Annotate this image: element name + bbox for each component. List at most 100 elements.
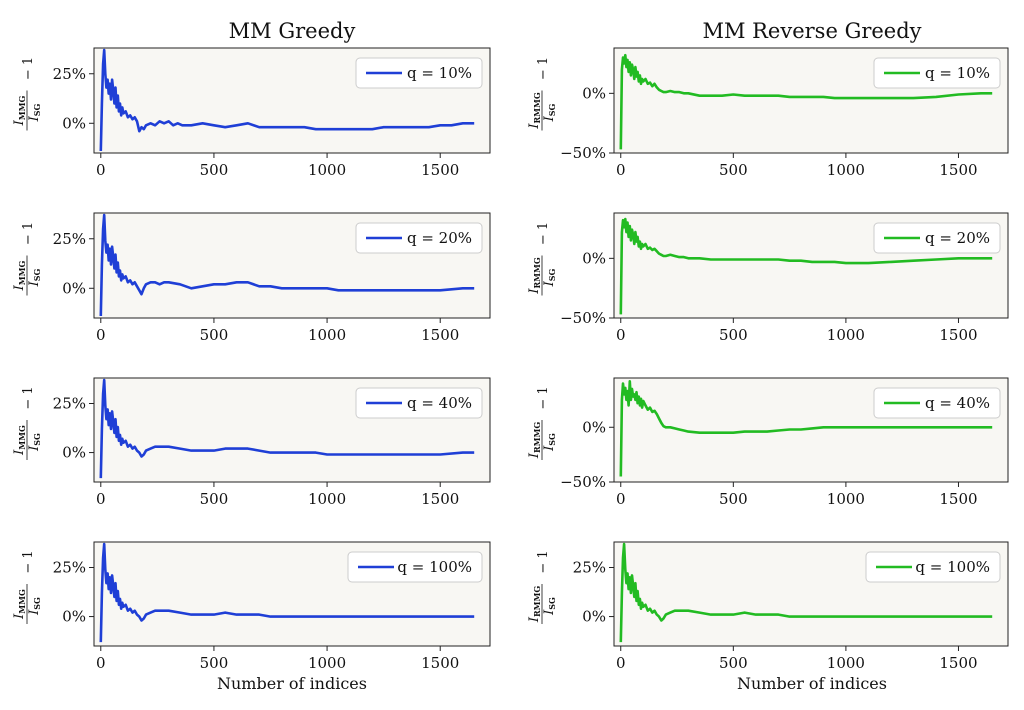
y-axis-label: IMMG ISG − 1 bbox=[12, 222, 42, 296]
y-label-numerator: IRMMG bbox=[527, 586, 542, 624]
subplot-reverse-greedy-row-2: 0 500 1000 1500 −50% 0% IRMMG ISG − 1 q = 20% bbox=[527, 212, 1009, 344]
legend-frame bbox=[873, 222, 1001, 254]
legend-frame bbox=[355, 57, 483, 89]
legend-label: q = 100% bbox=[915, 558, 990, 576]
x-tick-label: 1000 bbox=[827, 490, 865, 508]
y-axis-label: IMMG ISG − 1 bbox=[12, 57, 42, 131]
y-axis-label: IRMMG ISG − 1 bbox=[527, 550, 557, 624]
legend-frame bbox=[355, 387, 483, 419]
y-label-suffix: − 1 bbox=[536, 386, 551, 409]
series-line bbox=[99, 213, 475, 317]
legend-label: q = 40% bbox=[925, 394, 990, 412]
series-line bbox=[619, 217, 993, 315]
x-tick-label: 1500 bbox=[939, 654, 977, 672]
y-tick-label: 0% bbox=[62, 279, 86, 297]
legend: q = 20% bbox=[355, 222, 483, 254]
y-tick-label: 0% bbox=[582, 608, 606, 626]
subplot-reverse-greedy-row-4: 0 500 1000 1500 0% 25% IRMMG ISG − 1 q = 100% bbox=[527, 541, 1009, 672]
column-title-greedy: MM Greedy bbox=[229, 19, 356, 43]
legend: q = 20% bbox=[873, 222, 1001, 254]
y-label-numerator: IMMG bbox=[12, 260, 27, 291]
y-label-denominator: ISG bbox=[27, 597, 42, 616]
y-label-numerator: IMMG bbox=[12, 95, 27, 126]
y-tick-label: −50% bbox=[560, 309, 606, 327]
y-tick-label: −50% bbox=[560, 144, 606, 162]
legend-frame bbox=[865, 551, 1001, 583]
y-tick-label: 0% bbox=[62, 444, 86, 462]
y-axis-label: IMMG ISG − 1 bbox=[12, 550, 42, 624]
y-label-denominator: ISG bbox=[542, 433, 557, 452]
y-tick-label: 25% bbox=[53, 559, 86, 577]
legend: q = 40% bbox=[873, 387, 1001, 419]
x-tick-label: 500 bbox=[719, 326, 748, 344]
x-tick-label: 1000 bbox=[308, 654, 346, 672]
x-tick-label: 500 bbox=[719, 161, 748, 179]
y-tick-label: 25% bbox=[53, 65, 86, 83]
legend-label: q = 20% bbox=[407, 229, 472, 247]
x-tick-label: 1500 bbox=[421, 654, 459, 672]
legend: q = 40% bbox=[355, 387, 483, 419]
y-tick-label: 0% bbox=[582, 249, 606, 267]
x-tick-label: 500 bbox=[200, 161, 229, 179]
y-tick-label: 0% bbox=[582, 418, 606, 436]
y-label-denominator: ISG bbox=[27, 433, 42, 452]
y-label-denominator: ISG bbox=[542, 597, 557, 616]
x-tick-label: 1500 bbox=[421, 161, 459, 179]
subplot-reverse-greedy-row-3: 0 500 1000 1500 −50% 0% IRMMG ISG − 1 q = 40% bbox=[527, 377, 1009, 508]
x-tick-label: 1500 bbox=[939, 326, 977, 344]
x-tick-label: 1000 bbox=[827, 654, 865, 672]
y-label-suffix: − 1 bbox=[21, 550, 36, 573]
y-label-denominator: ISG bbox=[27, 103, 42, 122]
legend-label: q = 10% bbox=[925, 64, 990, 82]
series-line bbox=[619, 542, 993, 643]
y-axis-label: IMMG ISG − 1 bbox=[12, 386, 42, 460]
x-tick-label: 0 bbox=[616, 490, 626, 508]
y-label-numerator: IRMMG bbox=[527, 257, 542, 295]
y-label-suffix: − 1 bbox=[536, 550, 551, 573]
subplot-greedy-row-2: 0 500 1000 1500 0% 25% IMMG ISG − 1 q = 20% bbox=[12, 212, 491, 344]
series-line bbox=[99, 378, 475, 479]
y-label-suffix: − 1 bbox=[21, 386, 36, 409]
y-label-suffix: − 1 bbox=[536, 222, 551, 245]
y-label-suffix: − 1 bbox=[21, 222, 36, 245]
subplot-greedy-row-3: 0 500 1000 1500 0% 25% IMMG ISG − 1 q = 40% bbox=[12, 377, 491, 508]
x-tick-label: 1000 bbox=[308, 326, 346, 344]
x-tick-label: 1000 bbox=[308, 161, 346, 179]
x-tick-label: 1500 bbox=[421, 490, 459, 508]
legend-frame bbox=[347, 551, 483, 583]
x-axis-label-left: Number of indices bbox=[217, 674, 367, 693]
y-label-numerator: IRMMG bbox=[527, 92, 542, 130]
x-tick-label: 0 bbox=[616, 326, 626, 344]
y-label-numerator: IRMMG bbox=[527, 422, 542, 460]
y-tick-label: 0% bbox=[62, 114, 86, 132]
series-line bbox=[619, 379, 993, 477]
y-label-suffix: − 1 bbox=[21, 57, 36, 80]
y-label-numerator: IMMG bbox=[12, 425, 27, 456]
subplot-reverse-greedy-row-1: 0 500 1000 1500 −50% 0% IRMMG ISG − 1 q = 10% bbox=[527, 47, 1009, 179]
legend-label: q = 20% bbox=[925, 229, 990, 247]
y-axis-label: IRMMG ISG − 1 bbox=[527, 386, 557, 460]
x-tick-label: 500 bbox=[719, 490, 748, 508]
x-tick-label: 1500 bbox=[939, 490, 977, 508]
legend: q = 100% bbox=[865, 551, 1001, 583]
y-tick-label: 0% bbox=[62, 608, 86, 626]
y-label-numerator: IMMG bbox=[12, 589, 27, 620]
legend-frame bbox=[873, 387, 1001, 419]
legend-label: q = 40% bbox=[407, 394, 472, 412]
x-tick-label: 1500 bbox=[421, 326, 459, 344]
legend-frame bbox=[355, 222, 483, 254]
x-tick-label: 1000 bbox=[308, 490, 346, 508]
y-axis-label: IRMMG ISG − 1 bbox=[527, 57, 557, 131]
y-tick-label: 25% bbox=[53, 230, 86, 248]
legend: q = 100% bbox=[347, 551, 483, 583]
legend-label: q = 100% bbox=[397, 558, 472, 576]
x-tick-label: 0 bbox=[96, 490, 106, 508]
y-label-suffix: − 1 bbox=[536, 57, 551, 80]
series-line bbox=[99, 542, 475, 643]
legend: q = 10% bbox=[873, 57, 1001, 89]
x-tick-label: 0 bbox=[96, 326, 106, 344]
x-tick-label: 1000 bbox=[827, 326, 865, 344]
x-tick-label: 500 bbox=[200, 326, 229, 344]
y-label-denominator: ISG bbox=[542, 103, 557, 122]
x-tick-label: 0 bbox=[616, 654, 626, 672]
